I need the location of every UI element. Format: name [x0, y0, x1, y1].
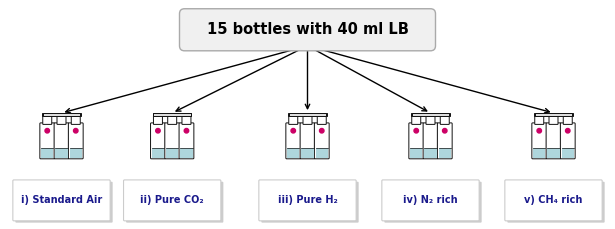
Circle shape	[443, 128, 447, 133]
Bar	[69, 148, 82, 158]
Circle shape	[74, 128, 78, 133]
FancyBboxPatch shape	[182, 116, 191, 124]
FancyBboxPatch shape	[382, 180, 479, 221]
Bar	[561, 148, 574, 158]
Bar	[563, 113, 573, 116]
Bar	[424, 148, 437, 158]
FancyBboxPatch shape	[43, 116, 52, 124]
FancyBboxPatch shape	[180, 9, 435, 51]
FancyBboxPatch shape	[384, 182, 482, 223]
FancyBboxPatch shape	[40, 123, 55, 159]
FancyBboxPatch shape	[57, 116, 66, 124]
Bar	[534, 113, 573, 116]
Bar	[288, 113, 298, 116]
FancyBboxPatch shape	[314, 123, 329, 159]
Text: ii) Pure CO₂: ii) Pure CO₂	[140, 195, 204, 205]
Circle shape	[291, 128, 295, 133]
Bar	[303, 113, 312, 116]
Text: iii) Pure H₂: iii) Pure H₂	[277, 195, 338, 205]
FancyBboxPatch shape	[168, 116, 177, 124]
FancyBboxPatch shape	[71, 116, 80, 124]
Bar	[41, 148, 54, 158]
Bar	[438, 148, 451, 158]
Circle shape	[414, 128, 418, 133]
Bar	[71, 113, 81, 116]
FancyBboxPatch shape	[437, 123, 452, 159]
Circle shape	[320, 128, 324, 133]
FancyBboxPatch shape	[300, 123, 315, 159]
FancyBboxPatch shape	[15, 182, 113, 223]
FancyBboxPatch shape	[124, 180, 221, 221]
Bar	[287, 148, 300, 158]
FancyBboxPatch shape	[426, 116, 435, 124]
Bar	[57, 113, 66, 116]
Circle shape	[537, 128, 541, 133]
FancyBboxPatch shape	[409, 123, 424, 159]
FancyBboxPatch shape	[259, 180, 356, 221]
Bar	[426, 113, 435, 116]
Bar	[153, 113, 191, 116]
Circle shape	[45, 128, 49, 133]
FancyBboxPatch shape	[563, 116, 572, 124]
Text: v) CH₄ rich: v) CH₄ rich	[525, 195, 582, 205]
Bar	[288, 113, 327, 116]
FancyBboxPatch shape	[560, 123, 575, 159]
FancyBboxPatch shape	[165, 123, 180, 159]
FancyBboxPatch shape	[546, 123, 561, 159]
Bar	[180, 148, 192, 158]
FancyBboxPatch shape	[440, 116, 449, 124]
Bar	[549, 113, 558, 116]
FancyBboxPatch shape	[317, 116, 326, 124]
FancyBboxPatch shape	[154, 116, 162, 124]
Bar	[534, 113, 544, 116]
Text: i) Standard Air: i) Standard Air	[21, 195, 102, 205]
Bar	[547, 148, 560, 158]
Bar	[166, 148, 178, 158]
Bar	[42, 113, 52, 116]
FancyBboxPatch shape	[261, 182, 359, 223]
FancyBboxPatch shape	[412, 116, 421, 124]
FancyBboxPatch shape	[303, 116, 312, 124]
Bar	[42, 113, 81, 116]
FancyBboxPatch shape	[151, 123, 165, 159]
Circle shape	[566, 128, 570, 133]
Text: iv) N₂ rich: iv) N₂ rich	[403, 195, 458, 205]
FancyBboxPatch shape	[54, 123, 69, 159]
Bar	[317, 113, 327, 116]
Bar	[55, 148, 68, 158]
Text: 15 bottles with 40 ml LB: 15 bottles with 40 ml LB	[207, 22, 408, 37]
Circle shape	[156, 128, 160, 133]
FancyBboxPatch shape	[286, 123, 301, 159]
FancyBboxPatch shape	[126, 182, 223, 223]
FancyBboxPatch shape	[532, 123, 547, 159]
FancyBboxPatch shape	[505, 180, 602, 221]
FancyBboxPatch shape	[13, 180, 110, 221]
FancyBboxPatch shape	[179, 123, 194, 159]
Bar	[152, 148, 164, 158]
Bar	[181, 113, 191, 116]
Bar	[315, 148, 328, 158]
Bar	[153, 113, 163, 116]
FancyBboxPatch shape	[549, 116, 558, 124]
FancyBboxPatch shape	[289, 116, 298, 124]
Bar	[440, 113, 450, 116]
Bar	[411, 113, 450, 116]
Bar	[301, 148, 314, 158]
FancyBboxPatch shape	[423, 123, 438, 159]
Circle shape	[184, 128, 189, 133]
Bar	[411, 113, 421, 116]
Bar	[410, 148, 423, 158]
Bar	[167, 113, 177, 116]
FancyBboxPatch shape	[68, 123, 83, 159]
Bar	[533, 148, 546, 158]
FancyBboxPatch shape	[507, 182, 605, 223]
FancyBboxPatch shape	[535, 116, 544, 124]
